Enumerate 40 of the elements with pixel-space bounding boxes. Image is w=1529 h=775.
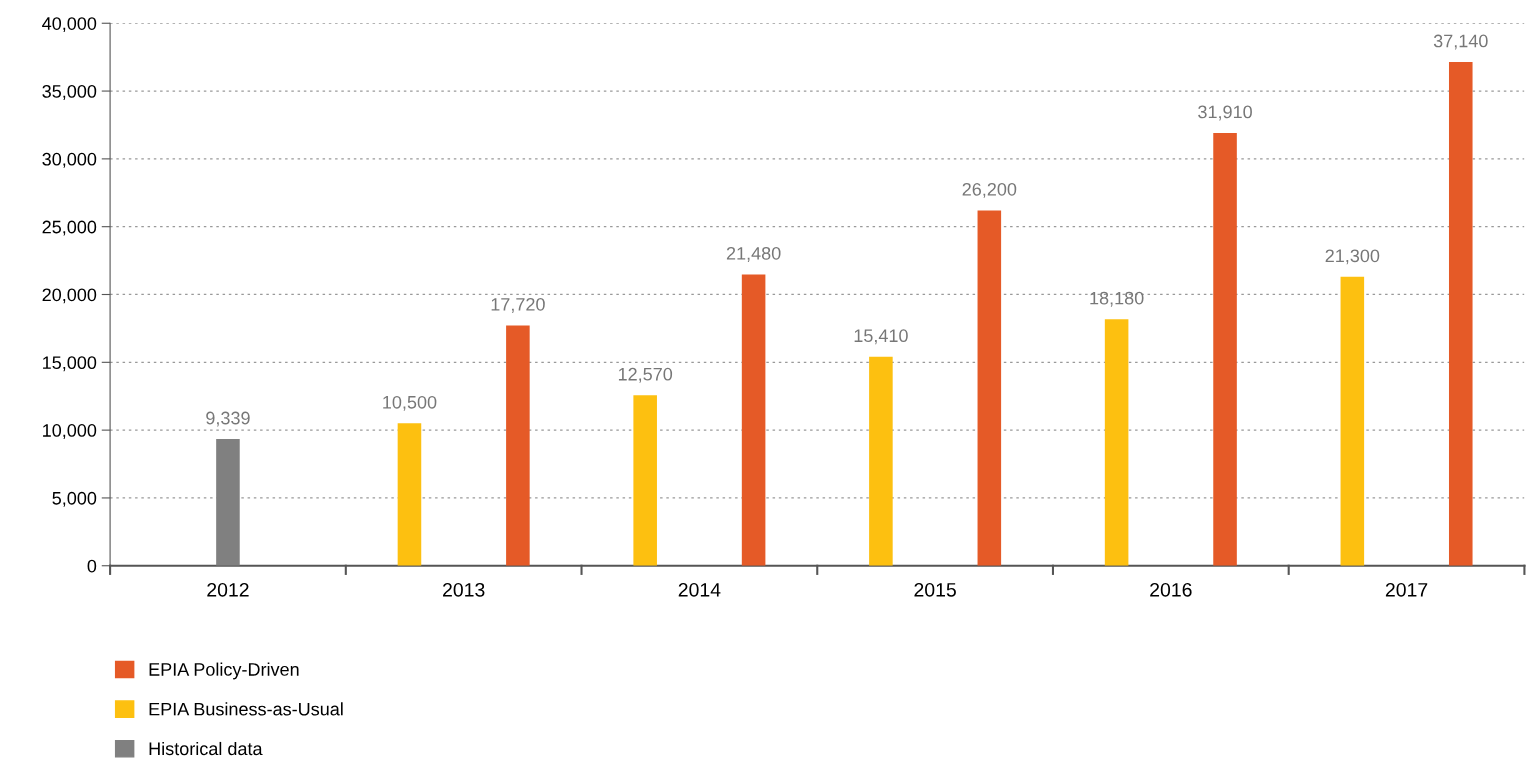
x-tick-label: 2013 [443,582,485,597]
bar [977,210,1002,566]
bar [633,395,657,566]
y-tick-label: 20,000 [42,288,97,304]
y-tick-label: 15,000 [43,356,97,372]
data-label: 10,500 [383,395,437,411]
bar [741,274,766,566]
bar [1340,276,1365,566]
y-tick-label: 30,000 [42,152,97,168]
data-label: 37,140 [1433,34,1488,50]
bar [1213,132,1237,566]
x-tick-label: 2014 [678,582,721,597]
data-label: 21,300 [1325,249,1380,265]
bar [869,356,893,566]
x-tick-label: 2012 [207,582,249,597]
y-tick-label: 40,000 [42,17,97,33]
data-label: 21,480 [726,246,781,262]
bar [397,423,422,566]
bar [216,439,240,566]
y-tick-label: 0 [87,559,97,573]
y-tick-label: 25,000 [42,220,97,236]
y-tick-label: 5,000 [52,491,97,507]
legend-label: Historical data [149,741,263,756]
y-tick-label: 10,000 [43,424,97,439]
x-tick-label: 2015 [914,582,956,597]
legend-label: EPIA Business-as-Usual [149,702,343,716]
data-label: 9,339 [206,411,250,427]
x-tick-label: 2016 [1150,582,1192,597]
data-label: 26,200 [962,182,1017,198]
bar [1104,319,1129,566]
bar [506,325,530,566]
data-label: 31,910 [1198,105,1252,121]
data-label: 18,180 [1090,291,1144,307]
data-label: 17,720 [491,297,545,313]
x-tick-label: 2017 [1385,582,1428,597]
data-label: 12,570 [618,367,673,383]
y-tick-label: 35,000 [42,85,97,100]
data-label: 15,410 [854,329,908,345]
legend-label: EPIA Policy-Driven [149,662,299,680]
bar [1448,62,1473,566]
